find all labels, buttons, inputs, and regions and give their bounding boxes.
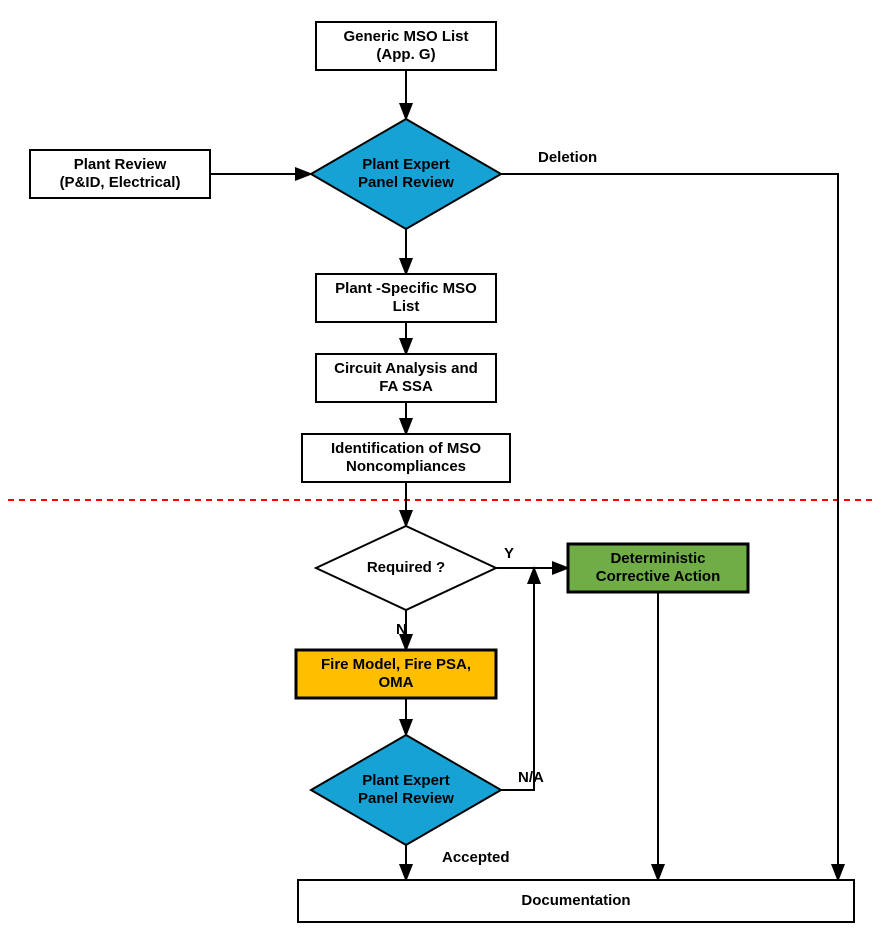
node-identification: Identification of MSONoncompliances (302, 434, 510, 482)
node-label: Plant ExpertPanel Review (358, 772, 454, 807)
edge-label: Deletion (538, 149, 597, 166)
node-label: Plant ExpertPanel Review (358, 156, 454, 191)
node-expert-panel-2: Plant ExpertPanel Review (311, 735, 501, 845)
node-label: Required ? (367, 559, 445, 576)
node-deterministic: DeterministicCorrective Action (568, 544, 748, 592)
node-label: Identification of MSONoncompliances (331, 440, 481, 475)
node-label: Documentation (521, 892, 630, 909)
node-plant-review: Plant Review(P&ID, Electrical) (30, 150, 210, 198)
edge-label: Y (504, 545, 514, 562)
node-required: Required ? (316, 526, 496, 610)
edge-label: N (396, 621, 407, 638)
node-circuit-analysis: Circuit Analysis andFA SSA (316, 354, 496, 402)
node-label: Plant Review(P&ID, Electrical) (60, 156, 181, 191)
edge (501, 568, 534, 790)
node-label: DeterministicCorrective Action (596, 550, 720, 585)
edge-label: Accepted (442, 849, 510, 866)
edge (501, 174, 838, 880)
node-documentation: Documentation (298, 880, 854, 922)
edge-label: N/A (518, 769, 544, 786)
node-generic-mso: Generic MSO List(App. G) (316, 22, 496, 70)
node-fire-model: Fire Model, Fire PSA,OMA (296, 650, 496, 698)
flowchart: Generic MSO List(App. G) Plant Review(P&I… (0, 0, 882, 938)
node-plant-specific: Plant -Specific MSOList (316, 274, 496, 322)
node-expert-panel-1: Plant ExpertPanel Review (311, 119, 501, 229)
